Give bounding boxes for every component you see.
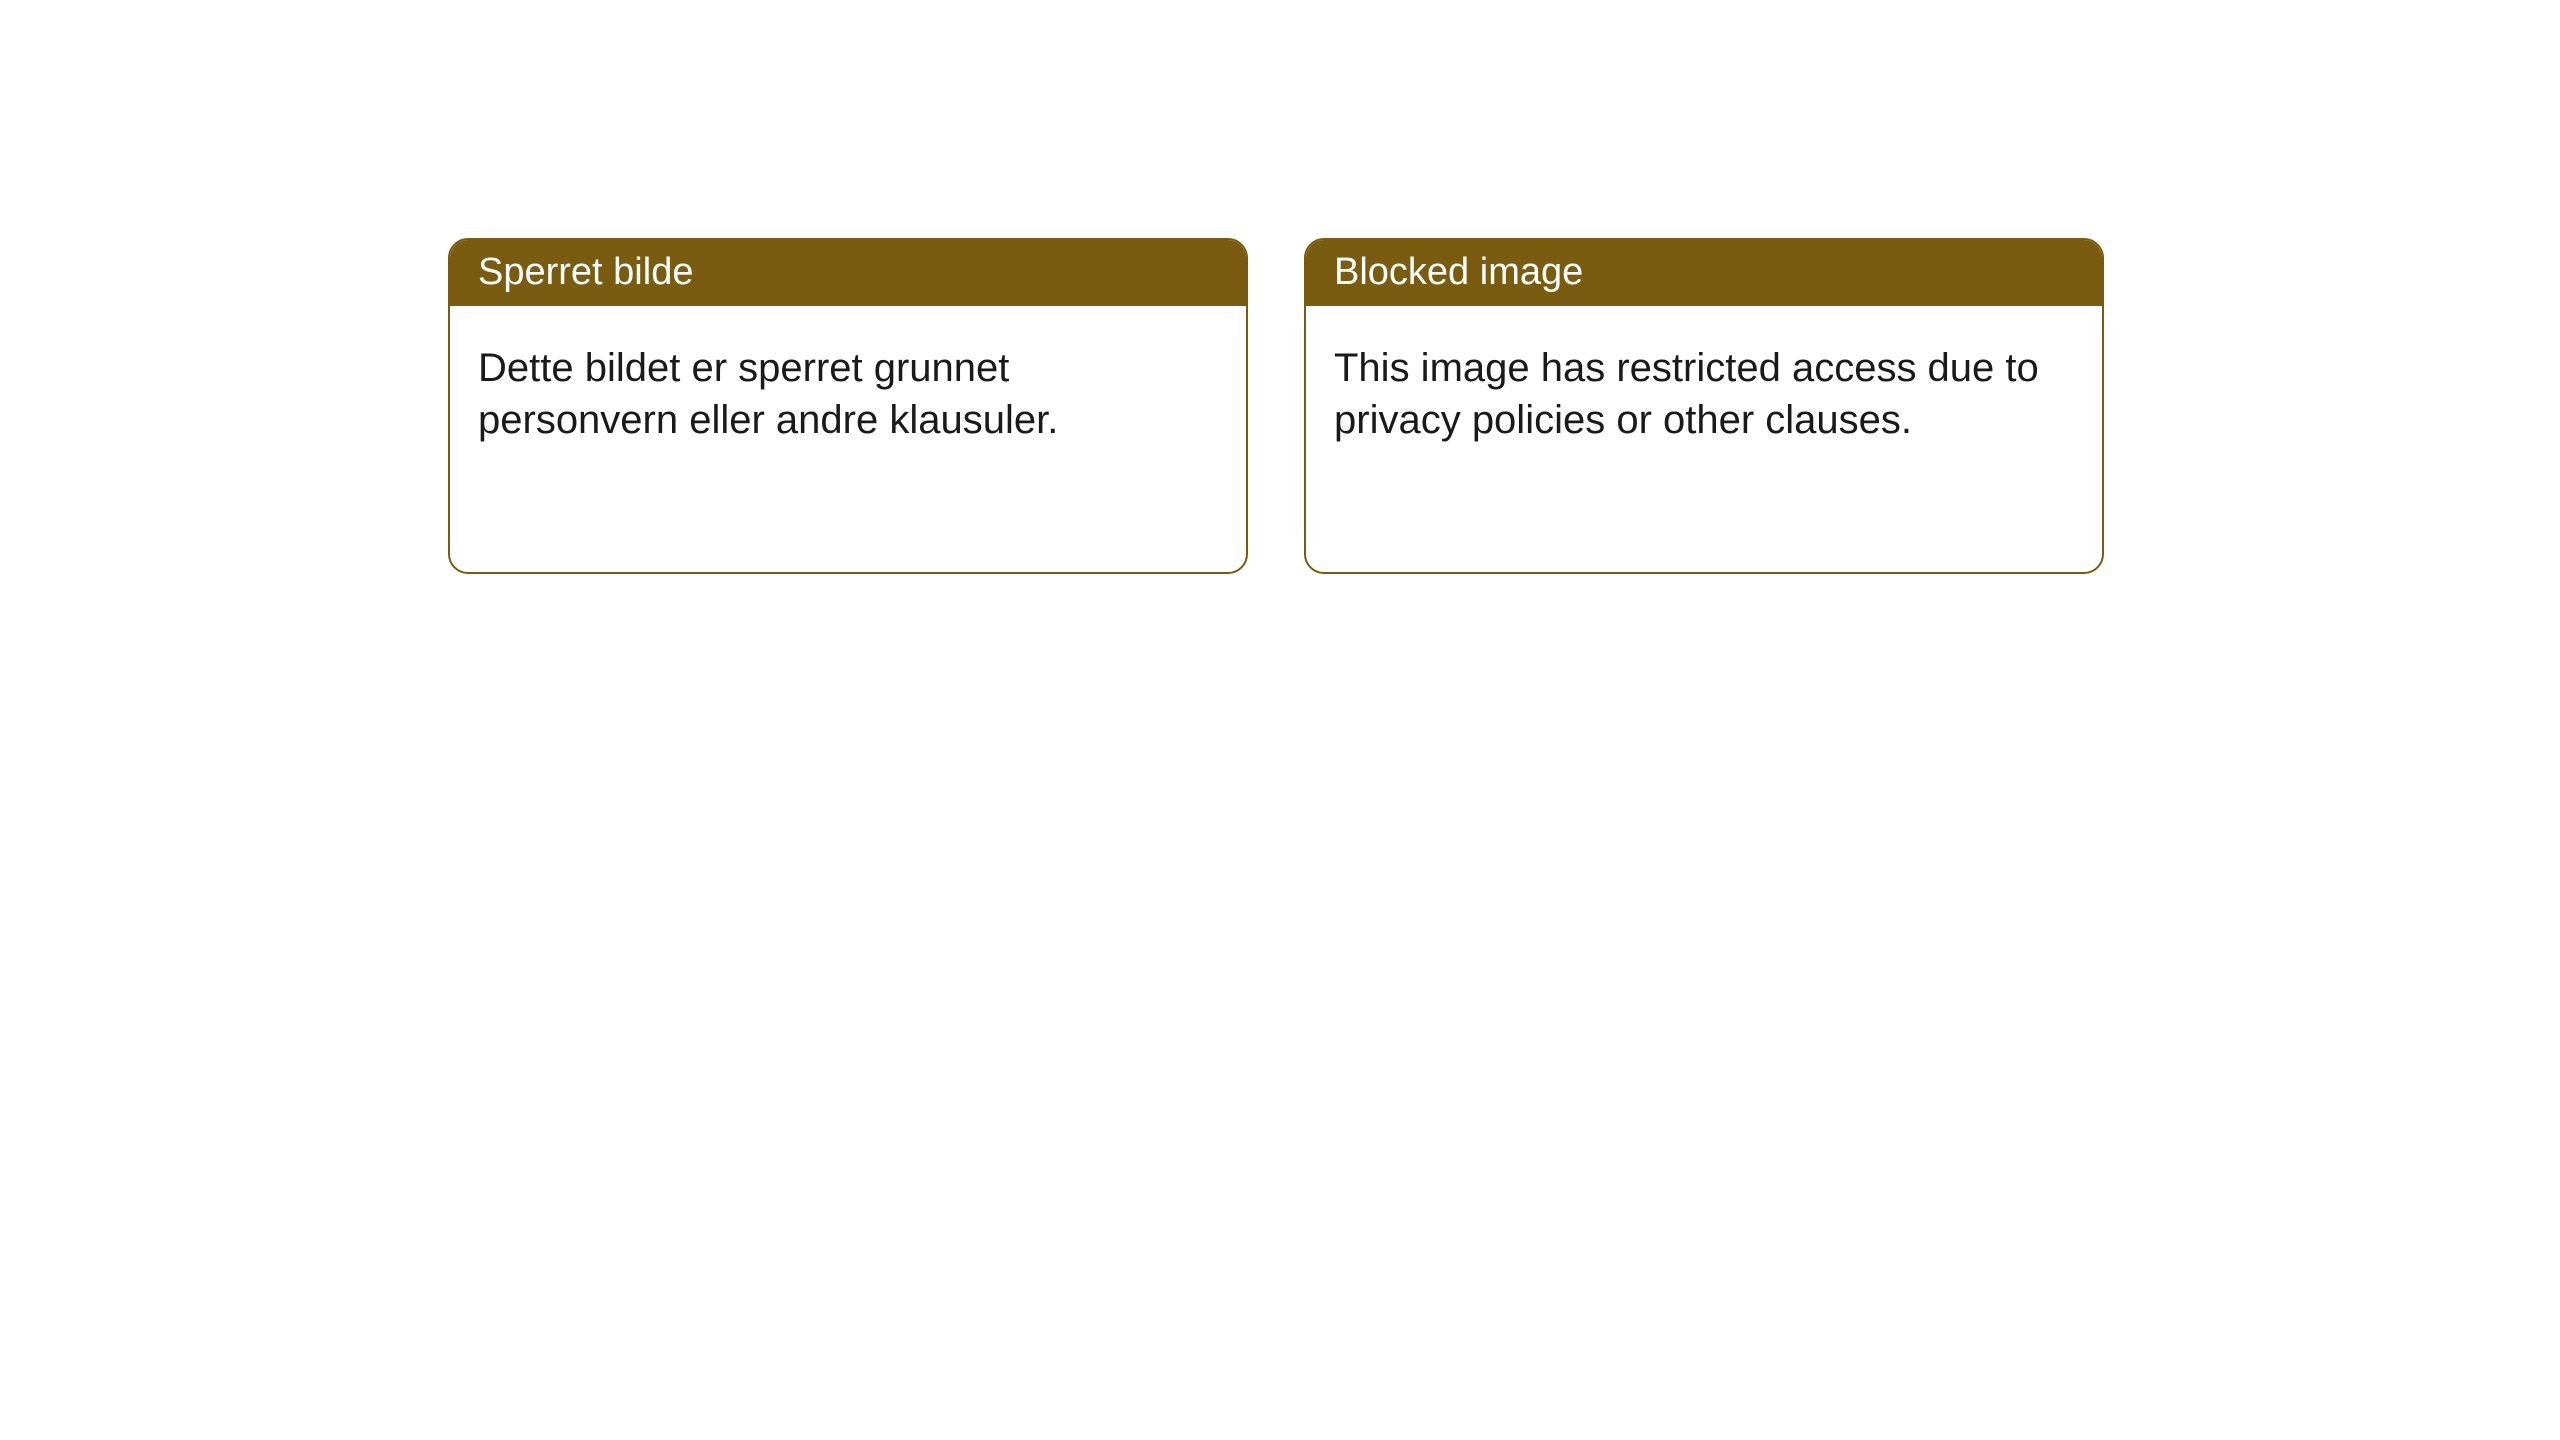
notice-card-norwegian: Sperret bilde Dette bildet er sperret gr… xyxy=(448,238,1248,574)
notice-body-norwegian: Dette bildet er sperret grunnet personve… xyxy=(450,306,1246,474)
notice-container: Sperret bilde Dette bildet er sperret gr… xyxy=(448,238,2560,574)
notice-title-norwegian: Sperret bilde xyxy=(450,240,1246,306)
notice-card-english: Blocked image This image has restricted … xyxy=(1304,238,2104,574)
notice-title-english: Blocked image xyxy=(1306,240,2102,306)
notice-body-english: This image has restricted access due to … xyxy=(1306,306,2102,474)
